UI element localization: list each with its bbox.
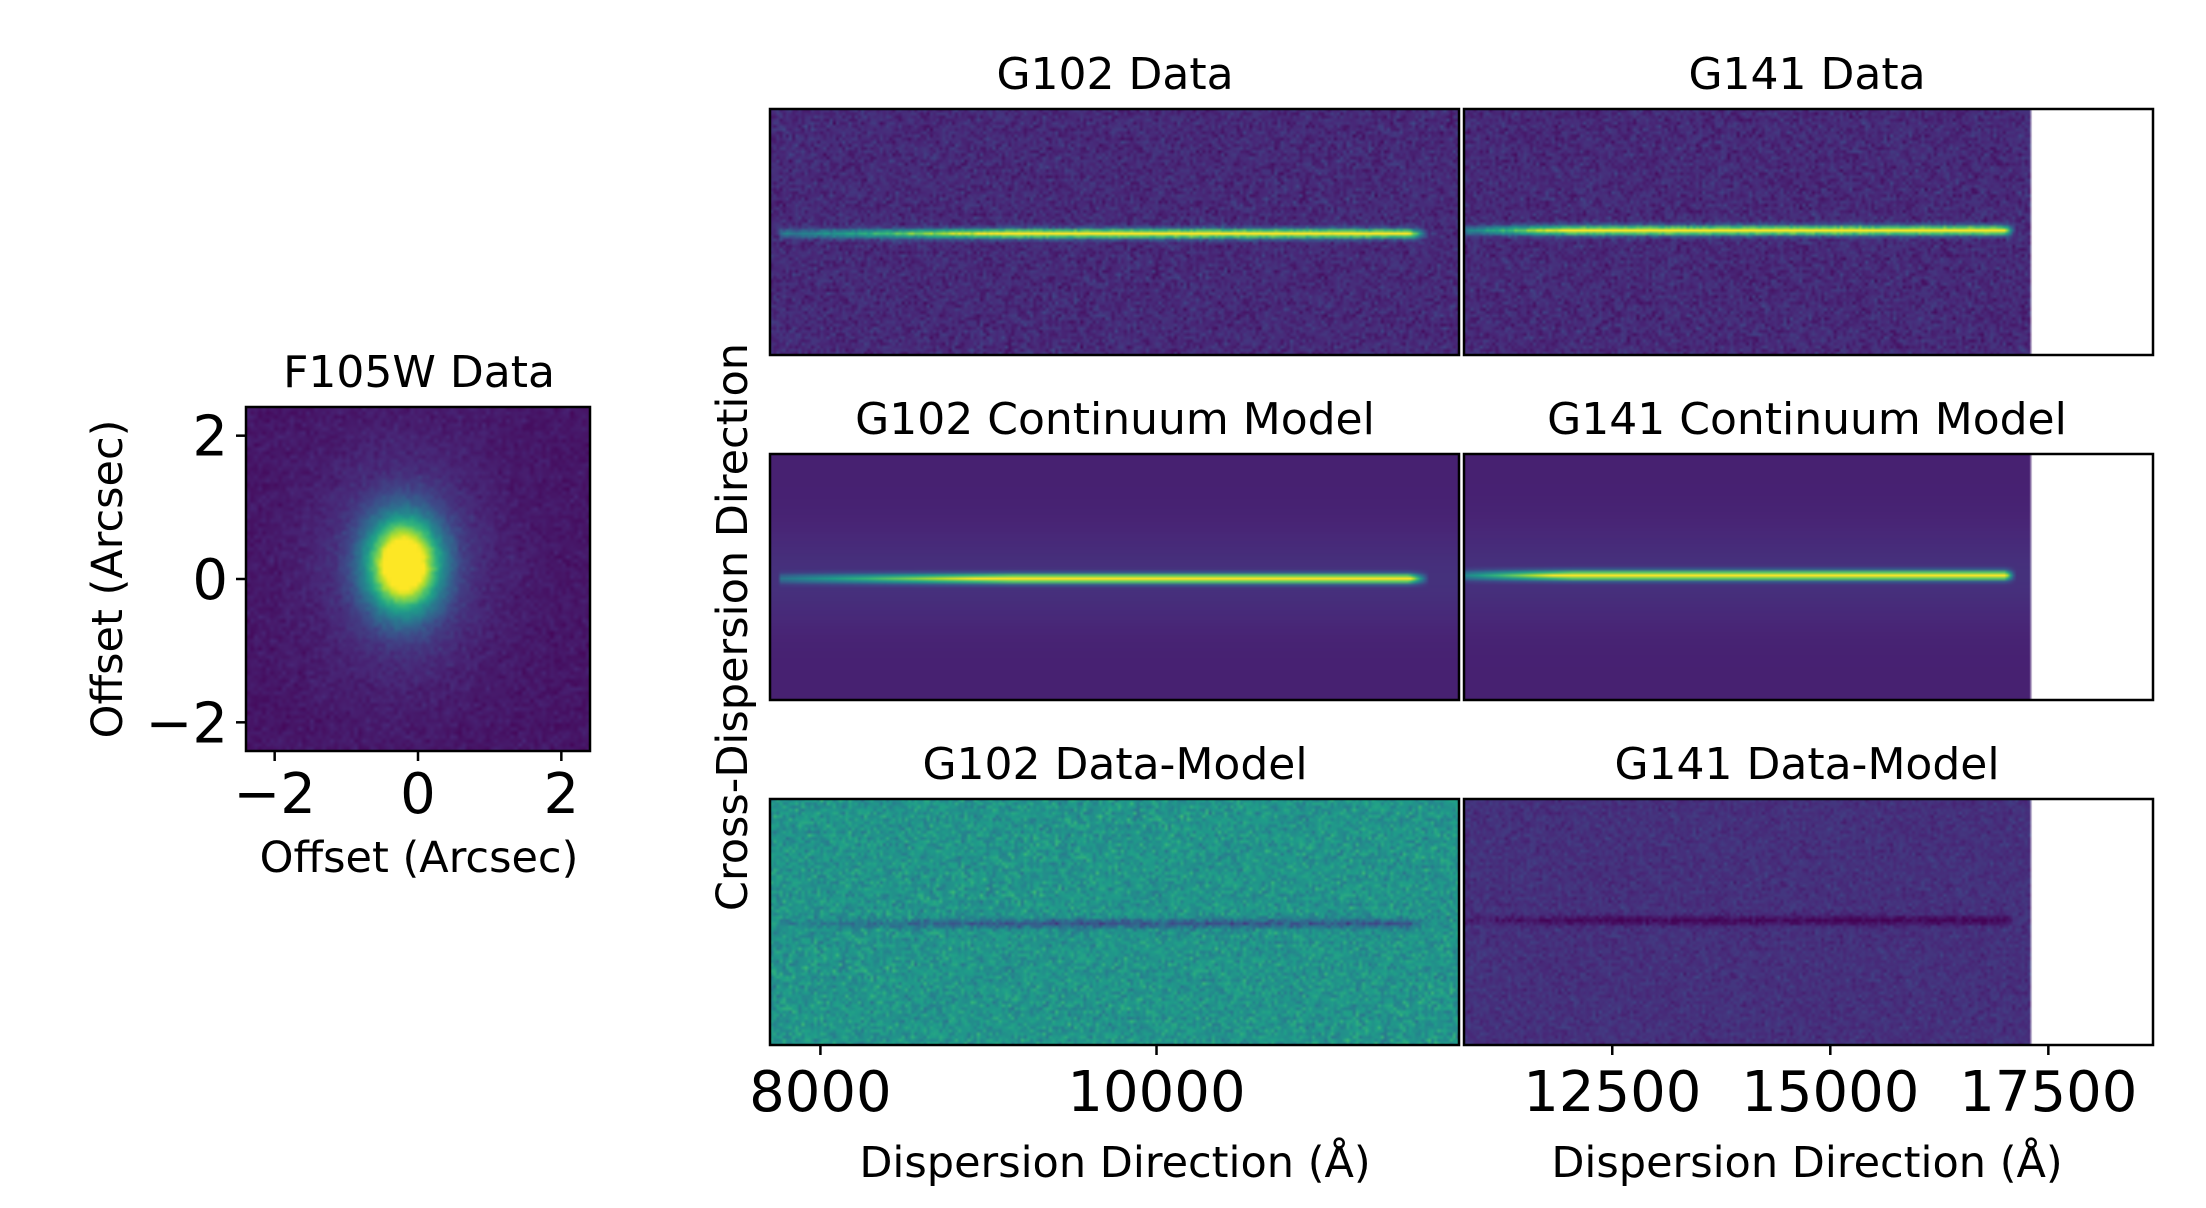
panel-title-g102-residual: G102 Data-Model: [922, 739, 1307, 790]
dispersion-tick-label: 10000: [1067, 1060, 1245, 1125]
grism-xlabel-left: Dispersion Direction (Å): [859, 1137, 1370, 1188]
f105w-ticks: −2 0 2 −2 0 2: [145, 405, 579, 827]
grism-ylabel: Cross-Dispersion Direction: [708, 343, 758, 911]
panel-image-g141-model: [1464, 454, 2153, 700]
f105w-xtick-label: 2: [544, 762, 580, 827]
panel-title-g102-data: G102 Data: [996, 49, 1233, 100]
panel-image-g102-data: [770, 109, 1459, 355]
f105w-xtick-label: 0: [400, 762, 436, 827]
frame-g102-model: [768, 452, 1461, 702]
f105w-ylabel: Offset (Arcsec): [83, 420, 133, 739]
dispersion-ticks: 8000 10000 12500 15000 17500: [749, 1045, 2137, 1125]
f105w-ytick-label: 0: [192, 548, 228, 613]
dispersion-tick-label: 8000: [749, 1060, 892, 1125]
panel-image-g141-data: [1464, 109, 2153, 355]
panel-image-g141-residual: [1464, 799, 2153, 1045]
f105w-image: [246, 407, 590, 751]
frame-g102-data: [768, 107, 1461, 357]
dispersion-tick-label: 15000: [1741, 1060, 1919, 1125]
panel-title-g141-model: G141 Continuum Model: [1547, 394, 2067, 445]
panel-image-g102-model: [770, 454, 1459, 700]
grism-xlabel-right: Dispersion Direction (Å): [1551, 1137, 2062, 1188]
frame-g102-residual: [768, 797, 1461, 1047]
panel-title-g102-model: G102 Continuum Model: [855, 394, 1375, 445]
frame-g141-residual: [1462, 797, 2155, 1047]
f105w-panel: F105W Data −2 0 2 −2 0 2 Offset (Arcsec) Offs…: [83, 347, 592, 883]
f105w-xtick-label: −2: [233, 762, 316, 827]
f105w-ytick-label: −2: [145, 691, 228, 756]
frame-g141-model: [1462, 452, 2155, 702]
panel-image-g102-residual: [770, 799, 1459, 1045]
dispersion-tick-label: 12500: [1523, 1060, 1701, 1125]
f105w-ytick-label: 2: [192, 405, 228, 470]
f105w-title: F105W Data: [283, 347, 555, 398]
panel-title-g141-data: G141 Data: [1688, 49, 1925, 100]
f105w-xlabel: Offset (Arcsec): [260, 833, 579, 883]
dispersion-tick-label: 17500: [1959, 1060, 2137, 1125]
panel-title-g141-residual: G141 Data-Model: [1614, 739, 1999, 790]
frame-g141-data: [1462, 107, 2155, 357]
grism-grid: G102 Data G141 Data G102 Continuum Model…: [708, 49, 2155, 1188]
